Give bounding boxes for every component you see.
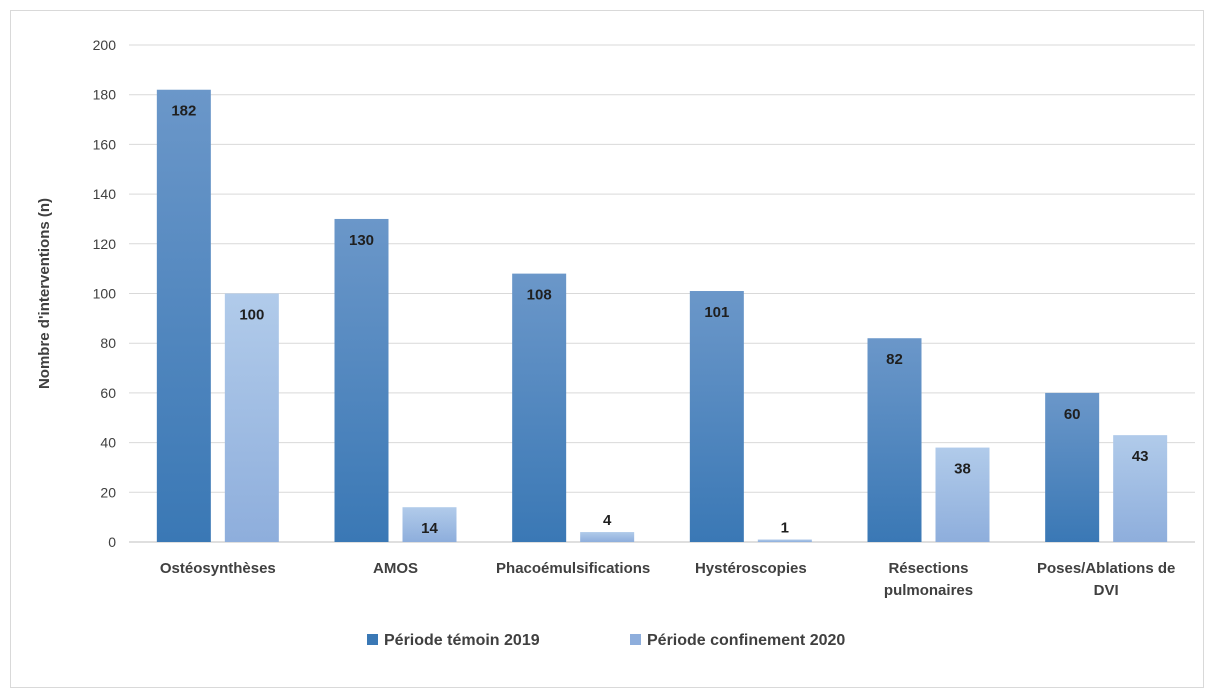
bar	[156, 89, 211, 542]
x-tick-label: Résections pulmonaires	[884, 560, 973, 599]
data-label: 43	[1132, 448, 1149, 465]
data-label: 100	[239, 307, 264, 324]
y-tick-label: 40	[100, 435, 116, 451]
x-tick-labels: Ostéosynthèses AMOS Phacoémulsifications Hy…	[160, 560, 1175, 599]
legend: Période témoin 2019 Période confinement 2…	[367, 632, 845, 649]
bar	[689, 291, 744, 542]
x-tick-label: Ostéosynthèses	[160, 560, 276, 577]
data-label: 101	[704, 304, 729, 321]
y-tick-label: 120	[93, 236, 117, 252]
bar	[512, 273, 567, 542]
bar	[580, 532, 635, 542]
y-tick-label: 140	[93, 186, 117, 202]
data-label: 130	[349, 232, 374, 249]
bar	[757, 539, 812, 542]
data-label: 38	[954, 461, 971, 478]
legend-label: Période témoin 2019	[384, 632, 540, 649]
bar	[402, 507, 457, 542]
x-tick-label: Phacoémulsifications	[496, 560, 650, 577]
bars	[156, 89, 1168, 542]
x-tick-label: Poses/Ablations de DVI	[1037, 560, 1175, 599]
y-tick-label: 0	[108, 534, 116, 550]
y-tick-label: 100	[93, 286, 117, 302]
bar	[224, 293, 279, 542]
data-label: 1	[781, 520, 789, 537]
legend-label: Période confinement 2020	[647, 632, 845, 649]
data-label: 4	[603, 512, 612, 529]
data-label: 182	[171, 103, 196, 120]
bar	[1113, 435, 1168, 542]
data-label: 108	[527, 287, 552, 304]
bar	[935, 447, 990, 542]
bar	[334, 218, 389, 542]
y-tick-label: 20	[100, 484, 116, 500]
y-tick-labels: 0 20 40 60 80 100 120 140 160 180 200	[93, 37, 117, 550]
y-tick-label: 200	[93, 37, 117, 53]
legend-swatch	[367, 634, 378, 645]
data-label: 14	[421, 520, 438, 537]
data-label: 82	[886, 351, 903, 368]
y-tick-label: 180	[93, 87, 117, 103]
chart-frame: 0 20 40 60 80 100 120 140 160 180 200 Nombre d'int…	[10, 10, 1204, 688]
y-tick-label: 80	[100, 335, 116, 351]
bar	[1045, 392, 1100, 542]
gridlines	[129, 44, 1195, 543]
y-axis-label: Nombre d'interventions (n)	[36, 198, 53, 389]
x-tick-label: AMOS	[373, 560, 418, 577]
bar	[867, 338, 922, 542]
data-label: 60	[1064, 406, 1081, 423]
y-tick-label: 60	[100, 385, 116, 401]
y-tick-label: 160	[93, 136, 117, 152]
legend-swatch	[630, 634, 641, 645]
x-tick-label: Hystéroscopies	[695, 560, 807, 577]
